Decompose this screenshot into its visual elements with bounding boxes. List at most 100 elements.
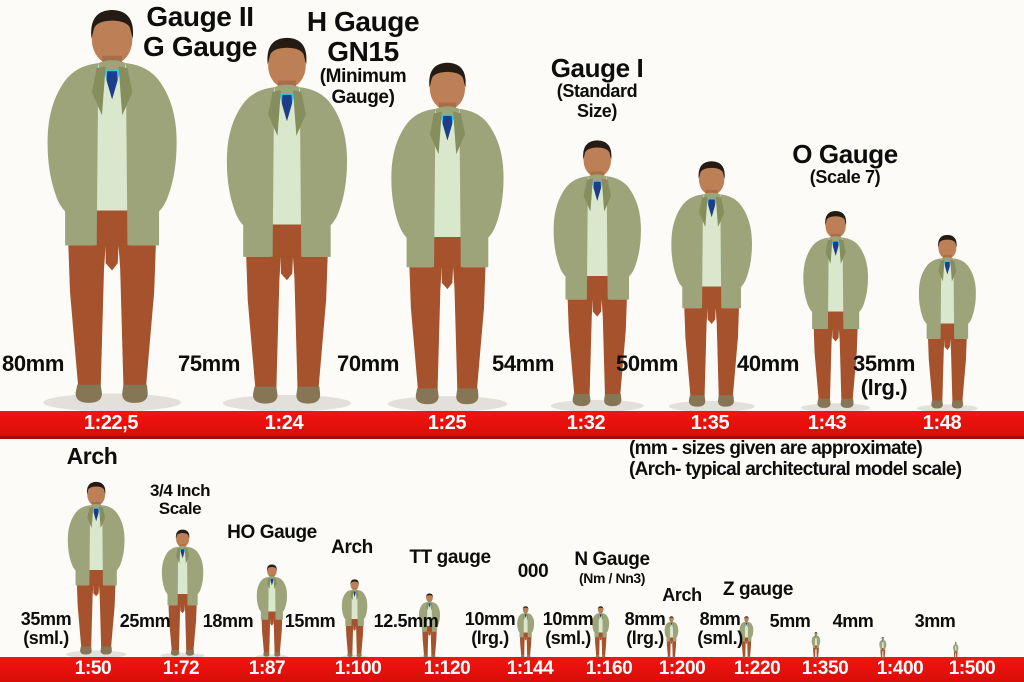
scale-ratio-label: 1:500	[949, 658, 996, 680]
mm-size-label: 25mm	[119, 611, 171, 631]
mm-size-label: 4mm	[832, 611, 874, 631]
mm-size-label-text: (sml.)	[545, 628, 591, 649]
model-figure-12.5mm	[415, 593, 444, 659]
scale-ratio-label-text: 1:72	[162, 658, 200, 679]
figure-graphic	[953, 642, 959, 659]
mm-size-label: 10mm (lrg.)	[464, 609, 516, 649]
figure-graphic	[222, 37, 352, 412]
bottom-scale-ratio-bar	[0, 657, 1024, 682]
scale-ratio-label-text: 1:120	[423, 658, 471, 679]
scale-ratio-label-text: 1:25	[427, 412, 467, 434]
scale-name-label: O Gauge (Scale 7)	[792, 140, 898, 188]
scale-ratio-label-text: 1:32	[566, 412, 606, 434]
model-figure-70mm	[370, 61, 525, 413]
scale-name-label: Arch	[662, 585, 702, 605]
model-figure-54mm	[537, 139, 658, 413]
model-figure-80mm	[23, 8, 201, 413]
mm-size-label-text: 40mm	[737, 351, 799, 376]
model-figure-35mm-lrg	[908, 234, 987, 413]
scale-name-label-text: Scale	[158, 499, 202, 519]
model-figure-25mm	[154, 529, 211, 659]
mm-size-label-text: 10mm	[542, 609, 594, 629]
scale-ratio-label: 1:24	[264, 412, 304, 435]
mm-size-label: 35mm (lrg.)	[853, 352, 915, 400]
figure-graphic	[387, 62, 507, 412]
scale-name-label-text: TT gauge	[409, 547, 491, 568]
scale-name-label: TT gauge	[409, 547, 491, 569]
figure-graphic	[160, 529, 206, 659]
scale-name-label-text: 3/4 Inch	[149, 481, 211, 500]
scale-ratio-label-text: 1:87	[248, 658, 286, 679]
mm-size-label-text: (lrg.)	[471, 628, 509, 649]
note-arch-scale: (Arch- typical architectural model scale…	[629, 459, 962, 481]
figure-graphic	[341, 579, 369, 659]
notes-block: (mm - sizes given are approximate) (Arch…	[629, 438, 962, 481]
scale-ratio-label-text: 1:220	[733, 658, 781, 679]
figure-graphic	[916, 234, 978, 413]
figure-graphic	[418, 593, 442, 659]
scale-name-label-text: Arch	[331, 537, 373, 558]
mm-size-label: 54mm	[492, 352, 554, 376]
scale-name-label-text: GN15	[327, 36, 399, 68]
scale-name-label: N Gauge (Nm / Nn3)	[574, 549, 650, 586]
mm-size-label: 40mm	[737, 352, 799, 376]
mm-size-label: 18mm	[203, 611, 254, 631]
scale-name-label: Arch	[67, 444, 118, 469]
mm-size-label: 15mm	[285, 611, 336, 631]
scale-ratio-label: 1:350	[801, 658, 849, 680]
mm-size-label-text: 12.5mm	[373, 611, 439, 631]
scale-ratio-label-text: 1:144	[506, 658, 554, 679]
figure-graphic	[801, 211, 871, 413]
mm-size-label-text: (sml.)	[697, 628, 743, 649]
mm-size-label: 10mm (sml.)	[542, 609, 594, 649]
scale-name-label-text: (Nm / Nn3)	[578, 569, 646, 586]
mm-size-label-text: 3mm	[914, 611, 956, 631]
scale-name-label-text: O Gauge	[792, 139, 898, 169]
mm-size-label-text: 80mm	[2, 351, 64, 376]
mm-size-label-text: 10mm	[464, 609, 516, 629]
mm-size-label-text: 8mm	[699, 609, 741, 629]
note-mm-sizes: (mm - sizes given are approximate)	[629, 438, 923, 459]
figure-graphic	[879, 637, 887, 659]
scale-ratio-label-text: 1:24	[264, 412, 304, 434]
mm-size-label: 35mm (sml.)	[21, 609, 72, 649]
mm-size-label-text: (lrg.)	[626, 628, 664, 649]
figure-graphic	[550, 140, 644, 412]
scale-ratio-label: 1:400	[877, 658, 924, 680]
scale-ratio-label: 1:144	[506, 658, 554, 680]
mm-size-label-text: 8mm	[624, 609, 666, 629]
scale-ratio-label: 1:25	[427, 412, 467, 435]
scale-name-label-text: (Standard	[556, 81, 638, 102]
mm-size-label-text: 4mm	[832, 611, 874, 631]
scale-ratio-label: 1:120	[423, 658, 471, 680]
model-figure-15mm	[337, 579, 372, 659]
scale-ratio-label-text: 1:160	[585, 658, 633, 679]
mm-size-label: 8mm (sml.)	[697, 609, 743, 649]
scale-name-label: Gauge I (Standard Size)	[551, 54, 644, 121]
model-figure-8mm-lrg	[662, 616, 681, 659]
model-figure-8mm-sml	[737, 616, 756, 659]
mm-size-label: 75mm	[178, 352, 240, 376]
scale-name-label-text: N Gauge	[574, 549, 650, 570]
scale-ratio-label: 1:22,5	[84, 412, 139, 435]
mm-size-label-text: 54mm	[492, 351, 554, 376]
scale-name-label: 3/4 Inch Scale	[149, 481, 211, 519]
scale-ratio-label: 1:72	[162, 658, 200, 680]
top-scale-ratio-bar	[0, 411, 1024, 439]
scale-ratio-label: 1:48	[923, 412, 962, 435]
scale-ratio-label: 1:100	[335, 658, 382, 680]
scale-name-label: Z gauge	[723, 579, 793, 601]
figure-graphic	[668, 161, 755, 412]
model-figure-10mm-lrg	[514, 606, 537, 659]
scale-ratio-label: 1:87	[248, 658, 286, 680]
scale-ratio-label: 1:200	[659, 658, 706, 680]
figure-graphic	[43, 10, 181, 412]
scale-ratio-label: 1:43	[808, 412, 847, 435]
mm-size-label-text: 25mm	[119, 611, 171, 631]
mm-size-label: 8mm (lrg.)	[624, 609, 666, 649]
model-figure-10mm-sml	[589, 606, 612, 659]
scale-name-label-text: HO Gauge	[227, 522, 317, 543]
scale-ratio-label-text: 1:350	[801, 658, 849, 679]
scale-ratio-label: 1:35	[691, 412, 730, 435]
scale-name-label: H Gauge GN15 (Minimum Gauge)	[307, 6, 420, 109]
